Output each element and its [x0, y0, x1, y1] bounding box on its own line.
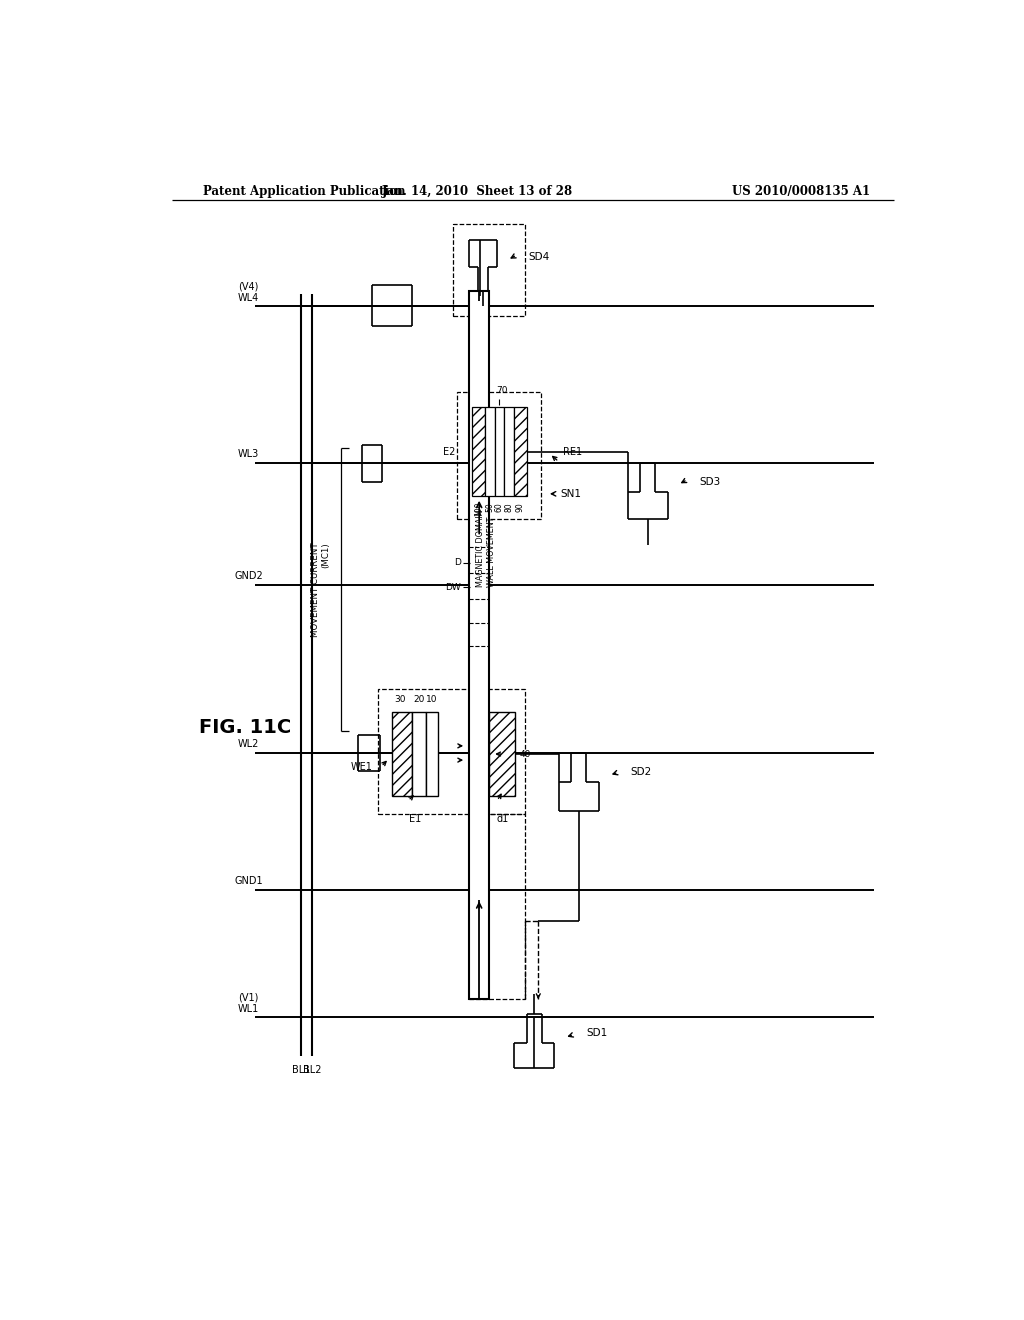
Text: WL1: WL1 — [238, 1005, 259, 1014]
Bar — [378, 689, 525, 814]
Text: DW: DW — [445, 583, 461, 591]
Bar — [485, 408, 495, 496]
Text: BL1: BL1 — [292, 1065, 310, 1074]
Text: 50: 50 — [485, 502, 495, 512]
Text: MOVEMENT CURRENT
(MC1): MOVEMENT CURRENT (MC1) — [311, 543, 331, 636]
Text: WL2: WL2 — [238, 739, 259, 748]
Text: GND2: GND2 — [234, 572, 263, 581]
Text: 80: 80 — [505, 502, 513, 512]
Text: 90: 90 — [516, 502, 525, 512]
Text: 40: 40 — [520, 750, 531, 759]
Bar — [472, 408, 485, 496]
Text: SD4: SD4 — [528, 252, 550, 261]
Text: SD2: SD2 — [631, 767, 651, 777]
Text: SD3: SD3 — [699, 477, 721, 487]
Bar — [458, 392, 541, 519]
Text: E1: E1 — [409, 814, 421, 824]
Bar — [495, 408, 504, 496]
Bar — [489, 713, 515, 796]
Text: GND1: GND1 — [234, 876, 263, 886]
Text: E2: E2 — [442, 446, 455, 457]
Bar — [469, 814, 524, 999]
Text: Jan. 14, 2010  Sheet 13 of 28: Jan. 14, 2010 Sheet 13 of 28 — [382, 185, 572, 198]
Text: (V4): (V4) — [239, 281, 259, 292]
Text: WE1: WE1 — [350, 762, 373, 771]
Text: WALL MOVEMENT: WALL MOVEMENT — [486, 517, 496, 587]
Bar — [504, 408, 514, 496]
Text: (V1): (V1) — [239, 993, 259, 1003]
Text: BL2: BL2 — [303, 1065, 322, 1074]
Text: WL4: WL4 — [238, 293, 259, 302]
Bar — [412, 713, 426, 796]
Text: FIG. 11C: FIG. 11C — [200, 718, 292, 737]
Bar — [426, 713, 437, 796]
Text: SD1: SD1 — [586, 1027, 607, 1038]
Text: US 2010/0008135 A1: US 2010/0008135 A1 — [732, 185, 870, 198]
Bar — [469, 290, 489, 999]
Text: 60: 60 — [495, 502, 504, 512]
Text: MAGNETIC DOMAIN: MAGNETIC DOMAIN — [475, 510, 484, 587]
Text: Patent Application Publication: Patent Application Publication — [204, 185, 406, 198]
Text: WL3: WL3 — [238, 449, 259, 459]
Text: 20: 20 — [413, 696, 425, 704]
Text: 100: 100 — [474, 502, 483, 516]
Bar — [514, 408, 527, 496]
Text: RE1: RE1 — [563, 446, 582, 457]
Text: 70: 70 — [496, 387, 508, 395]
Text: 30: 30 — [394, 696, 406, 704]
Text: D: D — [455, 558, 461, 568]
Bar — [392, 713, 412, 796]
Text: SN1: SN1 — [560, 488, 582, 499]
Text: d1: d1 — [496, 814, 508, 824]
Bar — [454, 224, 524, 315]
Text: 10: 10 — [426, 696, 437, 704]
